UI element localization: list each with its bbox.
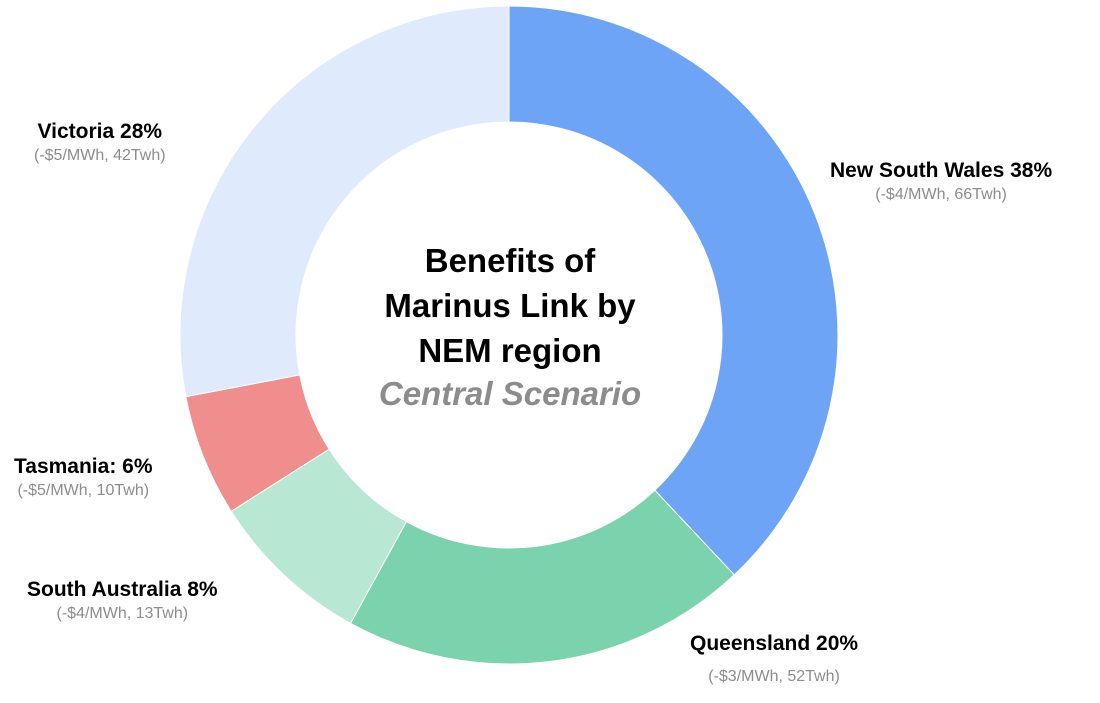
chart-title-line-2: Marinus Link by [384,287,636,324]
chart-title-line-3: NEM region [418,332,602,369]
label-tasmania-name: Tasmania: 6% [14,455,153,478]
label-new-south-wales-detail: (-$4/MWh, 66Twh) [875,186,1007,203]
label-victoria-name: Victoria 28% [37,120,163,143]
label-new-south-wales-name: New South Wales 38% [830,159,1053,182]
label-queensland-detail: (-$3/MWh, 52Twh) [708,668,840,685]
label-south-australia-name: South Australia 8% [27,578,218,601]
donut-slice-victoria [179,5,510,398]
label-victoria-detail: (-$5/MWh, 42Twh) [34,147,166,164]
label-south-australia: South Australia 8% (-$4/MWh, 13Twh) [27,578,218,623]
label-queensland-name: Queensland 20% [690,632,859,655]
donut-slice-queensland [349,489,735,665]
label-queensland: Queensland 20% (-$3/MWh, 52Twh) [690,632,858,686]
label-victoria: Victoria 28% (-$5/MWh, 42Twh) [34,120,166,165]
chart-title-line-1: Benefits of [424,242,596,279]
chart-title: Benefits of Marinus Link by NEM region [330,238,690,373]
label-south-australia-detail: (-$4/MWh, 13Twh) [56,605,189,622]
label-new-south-wales: New South Wales 38% (-$4/MWh, 66Twh) [830,159,1052,204]
chart-subtitle: Central Scenario [378,375,642,412]
label-tasmania: Tasmania: 6% (-$5/MWh, 10Twh) [14,455,153,500]
label-tasmania-detail: (-$5/MWh, 10Twh) [17,482,150,499]
donut-slices [179,5,839,665]
donut-slice-new-south-wales [508,5,839,576]
